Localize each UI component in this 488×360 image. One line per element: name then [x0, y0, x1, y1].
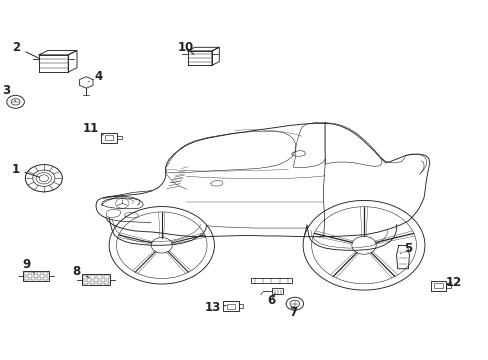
- Text: 5: 5: [400, 242, 411, 255]
- Bar: [430, 281, 446, 291]
- Bar: [104, 275, 109, 279]
- Bar: [23, 271, 49, 281]
- Bar: [272, 288, 283, 294]
- Text: 9: 9: [22, 258, 34, 273]
- Bar: [24, 277, 29, 280]
- Bar: [90, 280, 95, 284]
- Text: 3: 3: [2, 84, 16, 101]
- Bar: [104, 280, 109, 284]
- Bar: [90, 275, 95, 279]
- Bar: [31, 272, 35, 275]
- Bar: [97, 280, 102, 284]
- Text: 7: 7: [289, 306, 297, 319]
- Bar: [31, 277, 35, 280]
- Text: 12: 12: [445, 276, 461, 289]
- Text: 10: 10: [178, 41, 194, 54]
- Bar: [250, 278, 291, 283]
- Bar: [433, 283, 442, 288]
- Bar: [37, 272, 41, 275]
- Bar: [83, 275, 88, 279]
- Bar: [223, 301, 238, 311]
- Text: 8: 8: [72, 265, 88, 278]
- Bar: [446, 284, 450, 288]
- Text: 1: 1: [12, 163, 40, 177]
- Bar: [238, 305, 243, 308]
- Bar: [43, 277, 48, 280]
- Bar: [97, 275, 102, 279]
- Text: 11: 11: [83, 122, 103, 135]
- Bar: [101, 133, 117, 143]
- Bar: [226, 304, 235, 309]
- Bar: [37, 277, 41, 280]
- Text: 4: 4: [88, 69, 102, 82]
- Text: 2: 2: [13, 41, 40, 59]
- Bar: [81, 274, 110, 285]
- Bar: [24, 272, 29, 275]
- Bar: [117, 136, 122, 139]
- Bar: [83, 280, 88, 284]
- Bar: [104, 135, 113, 140]
- Text: 6: 6: [267, 294, 275, 307]
- Bar: [43, 272, 48, 275]
- Text: 13: 13: [204, 301, 225, 314]
